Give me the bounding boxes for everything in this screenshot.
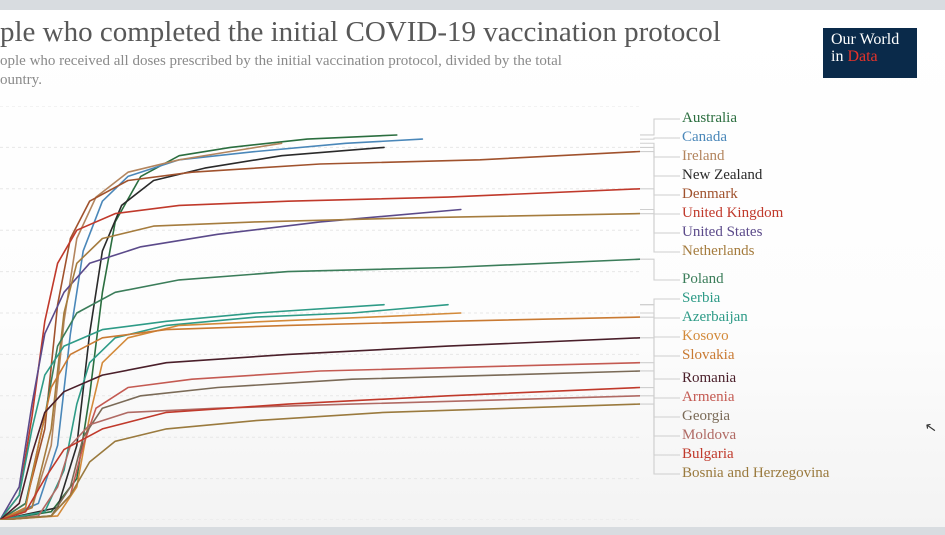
series-group (0, 135, 640, 520)
label-kosovo[interactable]: Kosovo (682, 328, 729, 345)
series-united-states[interactable] (0, 210, 461, 521)
chart-frame: Our World in Data ple who completed the … (0, 10, 945, 527)
series-netherlands[interactable] (0, 214, 640, 520)
owid-badge: Our World in Data (823, 28, 917, 78)
chart-plot (0, 106, 640, 520)
label-bulgaria[interactable]: Bulgaria (682, 446, 734, 463)
label-moldova[interactable]: Moldova (682, 427, 736, 444)
series-denmark[interactable] (0, 152, 640, 521)
series-bosnia-and-herzegovina[interactable] (0, 404, 640, 520)
chart-subtitle: ople who received all doses prescribed b… (0, 52, 562, 90)
label-bosnia-and-herzegovina[interactable]: Bosnia and Herzegovina (682, 465, 829, 482)
label-poland[interactable]: Poland (682, 271, 724, 288)
series-new-zealand[interactable] (0, 147, 384, 520)
label-netherlands[interactable]: Netherlands (682, 243, 754, 260)
mouse-cursor-icon: ↖ (924, 419, 939, 438)
label-canada[interactable]: Canada (682, 129, 727, 146)
series-georgia[interactable] (0, 371, 640, 520)
label-united-states[interactable]: United States (682, 224, 762, 241)
series-australia[interactable] (0, 135, 397, 520)
owid-line1: Our World (831, 32, 909, 49)
label-slovakia[interactable]: Slovakia (682, 347, 735, 364)
label-romania[interactable]: Romania (682, 370, 736, 387)
gridlines (0, 106, 640, 520)
owid-line2: in Data (831, 49, 909, 66)
label-azerbaijan[interactable]: Azerbaijan (682, 309, 748, 326)
label-georgia[interactable]: Georgia (682, 408, 730, 425)
label-ireland[interactable]: Ireland (682, 148, 724, 165)
chart-title: ple who completed the initial COVID-19 v… (0, 16, 721, 49)
label-new-zealand[interactable]: New Zealand (682, 167, 762, 184)
country-labels: Australia Canada Ireland New Zealand Denmark… (660, 106, 930, 520)
label-serbia[interactable]: Serbia (682, 290, 720, 307)
label-united-kingdom[interactable]: United Kingdom (682, 205, 783, 222)
series-moldova[interactable] (0, 396, 640, 520)
label-denmark[interactable]: Denmark (682, 186, 738, 203)
label-australia[interactable]: Australia (682, 110, 737, 127)
label-armenia[interactable]: Armenia (682, 389, 734, 406)
